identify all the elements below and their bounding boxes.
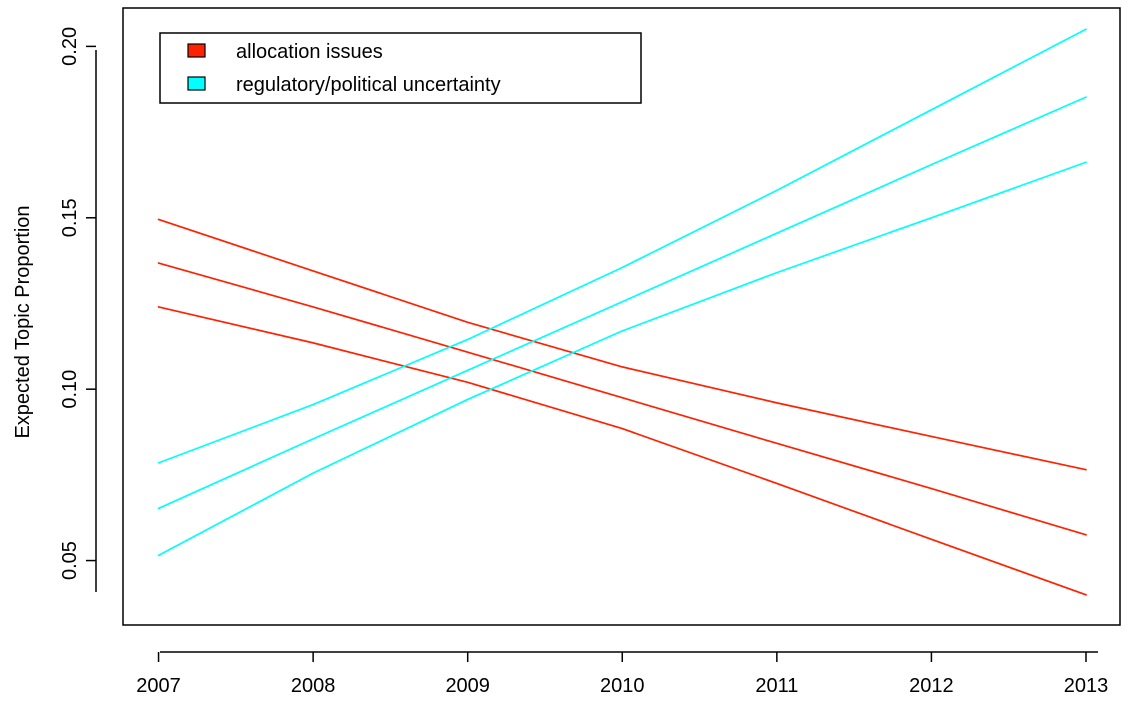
y-tick-label: 0.20 [59, 27, 81, 66]
legend-swatch-regulatory-political-uncertainty [187, 76, 206, 91]
series-layer [157, 28, 1087, 596]
x-tick-label: 2010 [600, 675, 645, 697]
y-axis-title: Expected Topic Proportion [12, 205, 34, 438]
legend: allocation issues regulatory/political u… [159, 32, 642, 104]
x-tick-label: 2008 [291, 675, 336, 697]
plot-box [122, 7, 1121, 626]
series-line-3 [157, 28, 1087, 464]
x-axis: 2007 2008 2009 2010 2011 2012 2013 [136, 651, 1109, 697]
legend-label-regulatory-political-uncertainty: regulatory/political uncertainty [236, 74, 501, 96]
legend-swatch-allocation-issues [187, 43, 206, 58]
series-line-1 [157, 262, 1087, 536]
x-tick-label: 2009 [445, 675, 490, 697]
series-line-0 [157, 218, 1087, 471]
series-line-5 [157, 161, 1087, 557]
x-tick-label: 2012 [909, 675, 954, 697]
x-tick-label: 2011 [755, 675, 798, 697]
y-tick-label: 0.10 [59, 370, 81, 409]
series-line-2 [157, 306, 1087, 596]
y-tick-label: 0.05 [59, 541, 81, 580]
y-axis: 0.05 0.10 0.15 0.20 [59, 27, 97, 592]
legend-entry-regulatory-political-uncertainty: regulatory/political uncertainty [187, 74, 501, 96]
legend-label-allocation-issues: allocation issues [236, 41, 383, 63]
x-tick-label: 2007 [136, 675, 181, 697]
y-tick-label: 0.15 [59, 198, 81, 237]
legend-entry-allocation-issues: allocation issues [187, 41, 383, 63]
legend-box [159, 32, 642, 104]
x-tick-label: 2013 [1064, 675, 1109, 697]
series-line-4 [157, 96, 1087, 510]
